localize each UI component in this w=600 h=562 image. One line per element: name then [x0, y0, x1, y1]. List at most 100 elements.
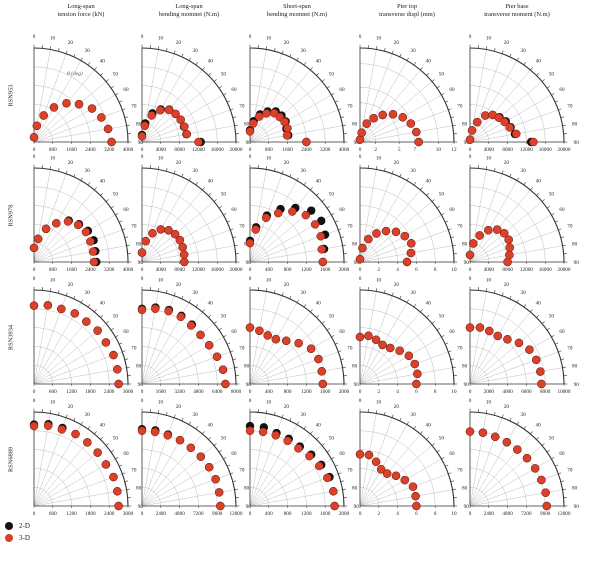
angle-tick — [331, 457, 335, 460]
radial-tick-label: 16000 — [211, 267, 224, 273]
angle-label: 60 — [559, 329, 565, 335]
point-3d — [81, 227, 91, 237]
range-arc — [33, 308, 110, 385]
radial-gridline — [469, 53, 503, 143]
range-arc — [469, 346, 508, 385]
angle-tick — [335, 100, 339, 103]
range-arc — [359, 364, 380, 385]
angle-label: 70 — [131, 224, 137, 230]
angle-tick — [558, 228, 562, 231]
angle-tick — [310, 187, 313, 191]
angle-tick — [448, 228, 452, 231]
angle-tick — [87, 62, 91, 66]
angle-tick — [450, 116, 455, 118]
angle-label: 60 — [559, 207, 565, 213]
radial-tick-label: 1600 — [320, 389, 331, 395]
point-3d — [29, 133, 39, 142]
point-3d — [62, 99, 71, 108]
radial-gridline — [33, 81, 107, 143]
radial-gridline — [469, 81, 543, 143]
angle-tick — [516, 57, 519, 61]
angle-label: 80 — [572, 486, 578, 492]
angle-tick — [560, 480, 565, 482]
point-3d — [310, 220, 320, 229]
point-3d — [364, 331, 373, 341]
angle-tick — [426, 72, 430, 76]
angle-tick — [541, 321, 545, 324]
angle-label: 80 — [572, 242, 578, 248]
point-3d — [221, 379, 230, 389]
angle-tick — [223, 457, 227, 460]
angle-tick — [509, 53, 512, 57]
angle-label: 0 — [469, 154, 472, 160]
point-3d — [49, 103, 59, 112]
angle-label: 30 — [521, 290, 527, 296]
point-3d — [388, 110, 398, 119]
angle-tick — [338, 108, 342, 111]
angle-tick — [501, 292, 504, 296]
angle-label: 90 — [138, 260, 144, 266]
radial-tick-label: 0 — [33, 389, 36, 395]
angle-tick — [452, 244, 456, 246]
angle-tick — [516, 299, 519, 303]
range-arc — [249, 449, 307, 507]
point-3d — [147, 111, 156, 120]
point-3d — [378, 340, 387, 350]
radial-tick-label: 0 — [469, 147, 472, 153]
radial-tick-label: 7 — [414, 147, 417, 153]
angle-label: 40 — [426, 301, 432, 307]
angle-tick — [448, 350, 452, 353]
angle-tick — [413, 426, 417, 430]
angle-label: 70 — [131, 346, 137, 352]
point-3d — [493, 331, 502, 341]
point-3d — [137, 426, 147, 436]
point-3d — [43, 421, 53, 431]
point-3d — [254, 112, 264, 121]
radial-tick-label: 1800 — [85, 511, 96, 517]
angle-tick — [281, 170, 284, 174]
angle-tick — [119, 220, 123, 223]
angle-label: 70 — [567, 224, 573, 230]
angle-tick — [316, 436, 320, 440]
range-arc — [469, 449, 527, 507]
radial-gridline — [33, 201, 107, 263]
point-3d — [261, 213, 271, 223]
point-3d — [137, 132, 147, 141]
angle-label: 20 — [68, 40, 74, 46]
angle-label: 30 — [301, 412, 307, 418]
angle-tick — [413, 62, 417, 66]
point-3d — [414, 137, 423, 147]
point-3d — [151, 304, 160, 314]
angle-tick — [494, 167, 496, 172]
angle-label: 60 — [449, 87, 455, 93]
range-arc — [33, 224, 72, 263]
radial-gridline — [249, 336, 332, 385]
angle-tick — [105, 321, 109, 324]
point-3d — [406, 119, 416, 128]
range-arc — [359, 205, 417, 263]
range-arc — [359, 468, 398, 507]
point-3d — [57, 425, 67, 434]
angle-tick — [316, 72, 320, 76]
point-3d — [114, 501, 123, 511]
angle-label: 0 — [141, 34, 144, 40]
angle-tick — [441, 93, 445, 96]
radial-tick-label: 4 — [396, 267, 399, 273]
angle-tick — [431, 79, 435, 82]
point-3d — [251, 225, 260, 234]
angle-tick — [340, 358, 345, 360]
point-3d — [180, 257, 189, 267]
angle-tick — [94, 309, 97, 313]
point-3d — [29, 421, 39, 431]
point-3d — [412, 501, 421, 511]
angle-label: 50 — [549, 72, 555, 78]
angle-label: 10 — [376, 35, 382, 41]
angle-tick — [310, 67, 313, 71]
radial-gridline — [141, 189, 203, 263]
angle-label: 80 — [462, 486, 468, 492]
angle-label: 50 — [549, 192, 555, 198]
